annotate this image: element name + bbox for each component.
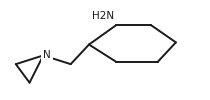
Text: H2N: H2N bbox=[92, 11, 114, 21]
Text: N: N bbox=[43, 50, 51, 60]
